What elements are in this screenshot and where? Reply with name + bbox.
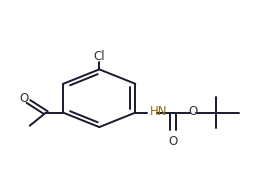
Text: O: O — [19, 92, 28, 105]
Text: HN: HN — [150, 105, 167, 118]
Text: O: O — [188, 105, 198, 118]
Text: Cl: Cl — [93, 50, 105, 63]
Text: O: O — [168, 135, 178, 148]
